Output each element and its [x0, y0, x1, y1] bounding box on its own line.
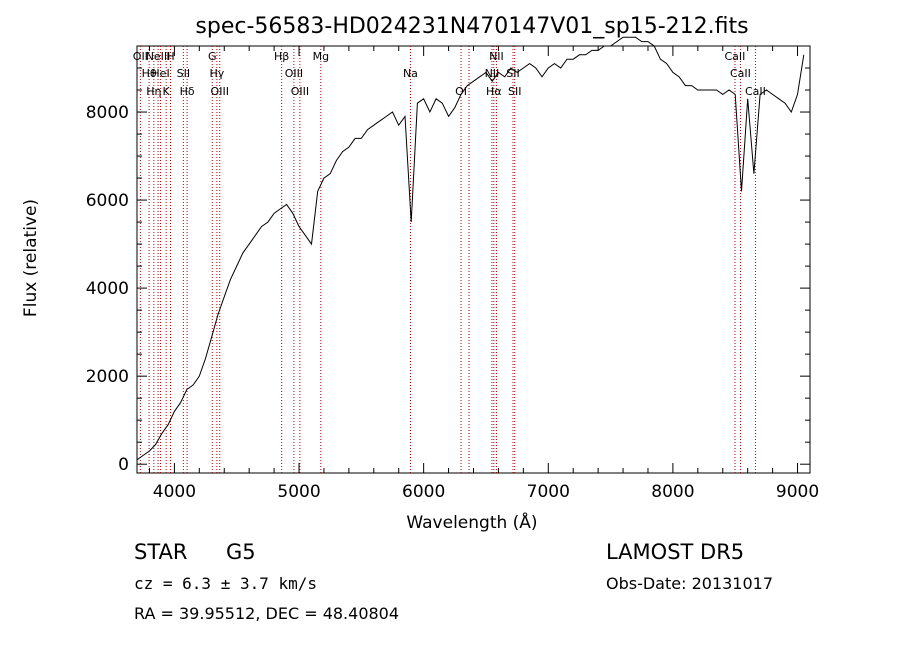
line-marker-label: OIII	[291, 85, 309, 98]
spectral-line-markers	[139, 46, 756, 473]
y-axis-label: Flux (relative)	[21, 199, 41, 317]
x-tick-label: 7000	[527, 482, 570, 502]
plot-frame	[136, 45, 811, 474]
redshift-cz: cz = 6.3 ± 3.7 km/s	[134, 574, 317, 593]
line-marker-label: HeI	[151, 67, 169, 80]
y-tick-label: 2000	[86, 367, 129, 387]
line-marker-label: OIII	[211, 85, 229, 98]
line-marker-label: CaII	[745, 85, 766, 98]
y-tick-label: 0	[118, 455, 129, 475]
line-marker-label: Hδ	[180, 85, 195, 98]
spectrum-line	[136, 36, 805, 461]
y-tick-label: 4000	[86, 279, 129, 299]
line-marker-label: Hβ	[274, 50, 289, 63]
line-marker-label: NII	[489, 50, 504, 63]
object-type: STAR	[134, 540, 187, 564]
x-tick-label: 6000	[402, 482, 445, 502]
observation-date: Obs-Date: 20131017	[606, 574, 773, 593]
y-tick-label: 8000	[86, 103, 129, 123]
y-axis-ticks: 0 2000 4000 6000 8000	[86, 67, 810, 475]
line-marker-label: OII	[133, 50, 148, 63]
line-marker-label: K	[163, 85, 171, 98]
info-block: STAR G5 LAMOST DR5 cz = 6.3 ± 3.7 km/s O…	[134, 540, 773, 623]
plot-area: OIIHθHηNeIIIHeIKHSIIHδGHγOIIIHβOIIIOIIIM…	[86, 36, 819, 502]
line-marker-label: OIII	[285, 67, 303, 80]
x-tick-label: 4000	[153, 482, 196, 502]
line-marker-label: NeIII	[146, 50, 171, 63]
y-tick-label: 6000	[86, 191, 129, 211]
line-marker-label: Na	[403, 67, 418, 80]
x-axis-label: Wavelength (Å)	[406, 511, 537, 533]
spectral-line-labels: OIIHθHηNeIIIHeIKHSIIHδGHγOIIIHβOIIIOIIIM…	[133, 50, 766, 98]
line-marker-label: H	[166, 50, 174, 63]
line-marker-label: OI	[455, 85, 467, 98]
line-marker-label: SII	[177, 67, 190, 80]
line-marker-label: Hα	[486, 85, 502, 98]
line-marker-label: Hη	[146, 85, 161, 98]
line-marker-label: Mg	[313, 50, 329, 63]
x-tick-label: 8000	[651, 482, 694, 502]
chart-title: spec-56583-HD024231N470147V01_sp15-212.f…	[195, 14, 748, 39]
line-marker-label: Hγ	[209, 67, 224, 80]
line-marker-label: CaII	[730, 67, 751, 80]
x-axis-ticks: 4000 5000 6000 7000 8000 9000	[148, 46, 819, 502]
survey-name: LAMOST DR5	[606, 540, 744, 564]
line-marker-label: SII	[508, 85, 521, 98]
line-marker-label: CaII	[725, 50, 746, 63]
x-tick-label: 5000	[277, 482, 320, 502]
x-tick-label: 9000	[776, 482, 819, 502]
line-marker-label: Hθ	[142, 67, 157, 80]
coordinates: RA = 39.95512, DEC = 48.40804	[134, 604, 399, 623]
object-subclass: G5	[226, 540, 256, 564]
line-marker-label: G	[208, 50, 217, 63]
